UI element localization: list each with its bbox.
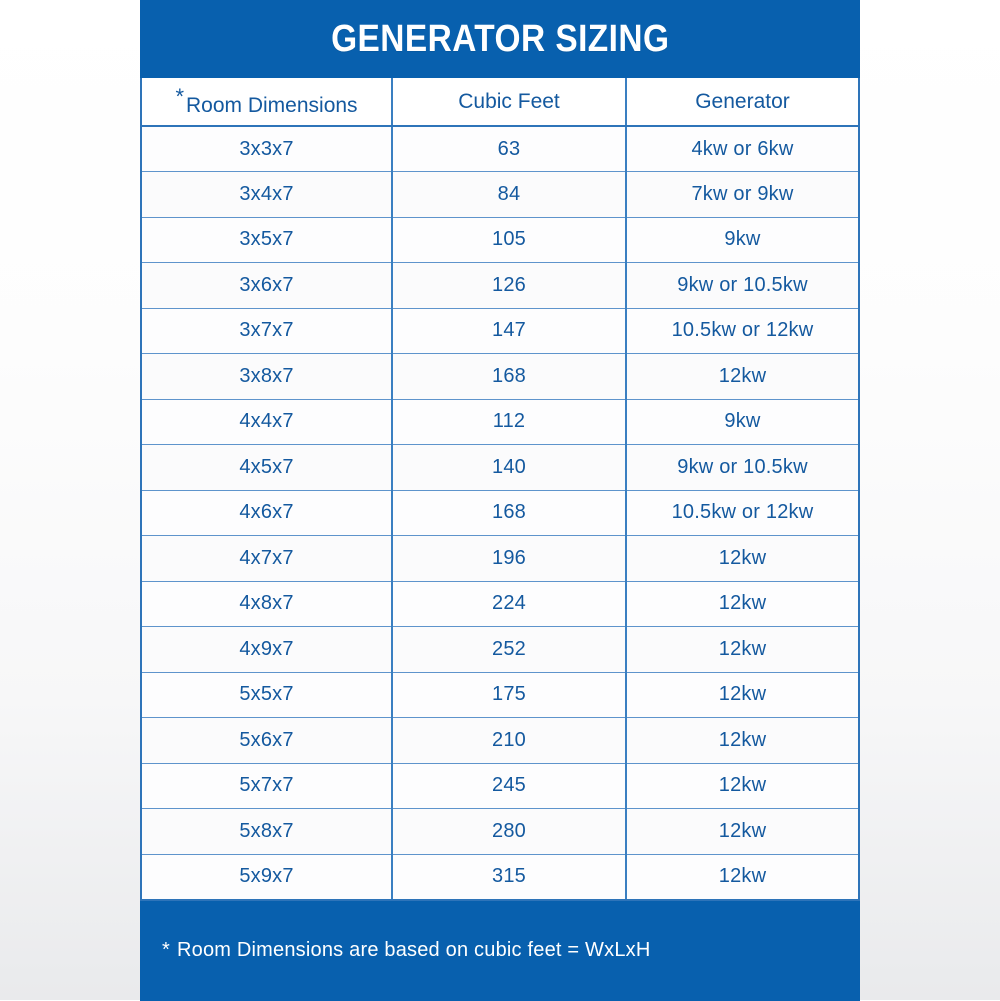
table-row: 3x6x7 126 9kw or 10.5kw [142, 262, 858, 309]
table-row: 5x8x7 280 12kw [142, 808, 858, 855]
cell-generator: 12kw [626, 626, 858, 673]
cell-room-dimensions: 3x5x7 [142, 217, 393, 263]
column-header-generator: Generator [626, 78, 858, 127]
footnote-label: Room Dimensions are based on cubic feet … [176, 939, 651, 961]
title-banner: GENERATOR SIZING [140, 0, 860, 78]
column-header-label: Generator [695, 89, 790, 113]
cell-room-dimensions: 4x8x7 [142, 581, 393, 627]
sizing-table-container: *Room Dimensions Cubic Feet Generator [140, 78, 860, 901]
table-row: 3x7x7 147 10.5kw or 12kw [142, 308, 858, 354]
table-row: 5x5x7 175 12kw [142, 672, 858, 718]
column-header-label: Cubic Feet [458, 89, 560, 113]
column-header-label: Room Dimensions [186, 93, 358, 117]
cell-generator: 9kw [626, 399, 858, 445]
cell-cubic-feet: 84 [392, 171, 627, 218]
cell-generator: 12kw [626, 672, 858, 718]
cell-cubic-feet: 126 [392, 262, 627, 309]
cell-room-dimensions: 4x4x7 [142, 399, 393, 445]
cell-cubic-feet: 315 [392, 854, 627, 901]
cell-generator: 10.5kw or 12kw [626, 308, 858, 354]
asterisk-icon: * [162, 939, 170, 961]
cell-generator: 12kw [626, 353, 858, 400]
generator-sizing-table: *Room Dimensions Cubic Feet Generator [142, 78, 858, 901]
cell-generator: 12kw [626, 763, 858, 809]
table-row: 5x7x7 245 12kw [142, 763, 858, 809]
table-body: 3x3x7 63 4kw or 6kw 3x4x7 84 7kw or 9kw 3x5x7 1… [142, 126, 858, 901]
page-title: GENERATOR SIZING [330, 17, 670, 60]
generator-sizing-card: GENERATOR SIZING *Room Dimensions Cubic … [140, 0, 860, 1001]
footnote: * Room Dimensions are based on cubic feet… [162, 939, 651, 962]
table-row: 3x4x7 84 7kw or 9kw [142, 171, 858, 218]
column-header-room-dimensions: *Room Dimensions [142, 78, 393, 127]
table-header: *Room Dimensions Cubic Feet Generator [142, 78, 858, 127]
cell-cubic-feet: 245 [392, 763, 627, 809]
cell-room-dimensions: 4x7x7 [142, 535, 393, 582]
cell-generator: 12kw [626, 535, 858, 582]
table-row: 3x8x7 168 12kw [142, 353, 858, 400]
cell-generator: 10.5kw or 12kw [626, 490, 858, 536]
cell-cubic-feet: 280 [392, 808, 627, 855]
table-row: 4x5x7 140 9kw or 10.5kw [142, 444, 858, 491]
cell-cubic-feet: 168 [392, 490, 627, 536]
cell-room-dimensions: 3x8x7 [142, 353, 393, 400]
table-row: 4x9x7 252 12kw [142, 626, 858, 673]
cell-room-dimensions: 5x7x7 [142, 763, 393, 809]
table-row: 4x6x7 168 10.5kw or 12kw [142, 490, 858, 536]
cell-room-dimensions: 5x5x7 [142, 672, 393, 718]
table-row: 4x4x7 112 9kw [142, 399, 858, 445]
cell-generator: 4kw or 6kw [626, 126, 858, 172]
cell-cubic-feet: 210 [392, 717, 627, 764]
table-row: 3x3x7 63 4kw or 6kw [142, 126, 858, 172]
cell-generator: 9kw [626, 217, 858, 263]
table-row: 5x6x7 210 12kw [142, 717, 858, 764]
cell-cubic-feet: 252 [392, 626, 627, 673]
cell-cubic-feet: 140 [392, 444, 627, 491]
cell-generator: 12kw [626, 581, 858, 627]
cell-cubic-feet: 147 [392, 308, 627, 354]
cell-room-dimensions: 3x6x7 [142, 262, 393, 309]
table-header-row: *Room Dimensions Cubic Feet Generator [142, 78, 858, 127]
cell-generator: 12kw [626, 854, 858, 901]
cell-generator: 12kw [626, 717, 858, 764]
cell-room-dimensions: 3x7x7 [142, 308, 393, 354]
cell-cubic-feet: 196 [392, 535, 627, 582]
column-header-cubic-feet: Cubic Feet [392, 78, 627, 127]
cell-cubic-feet: 112 [392, 399, 627, 445]
cell-room-dimensions: 5x8x7 [142, 808, 393, 855]
cell-room-dimensions: 3x3x7 [142, 126, 393, 172]
table-row: 4x7x7 196 12kw [142, 535, 858, 582]
cell-cubic-feet: 224 [392, 581, 627, 627]
table-row: 5x9x7 315 12kw [142, 854, 858, 901]
cell-generator: 7kw or 9kw [626, 171, 858, 218]
footnote-banner: * Room Dimensions are based on cubic feet… [140, 900, 860, 1001]
cell-room-dimensions: 3x4x7 [142, 171, 393, 218]
asterisk-icon: * [175, 83, 184, 109]
table-row: 3x5x7 105 9kw [142, 217, 858, 263]
cell-room-dimensions: 4x6x7 [142, 490, 393, 536]
cell-generator: 9kw or 10.5kw [626, 262, 858, 309]
cell-room-dimensions: 5x9x7 [142, 854, 393, 901]
cell-cubic-feet: 175 [392, 672, 627, 718]
cell-cubic-feet: 168 [392, 353, 627, 400]
cell-cubic-feet: 105 [392, 217, 627, 263]
cell-room-dimensions: 4x9x7 [142, 626, 393, 673]
cell-generator: 12kw [626, 808, 858, 855]
cell-room-dimensions: 5x6x7 [142, 717, 393, 764]
cell-generator: 9kw or 10.5kw [626, 444, 858, 491]
cell-cubic-feet: 63 [392, 126, 627, 172]
table-row: 4x8x7 224 12kw [142, 581, 858, 627]
cell-room-dimensions: 4x5x7 [142, 444, 393, 491]
